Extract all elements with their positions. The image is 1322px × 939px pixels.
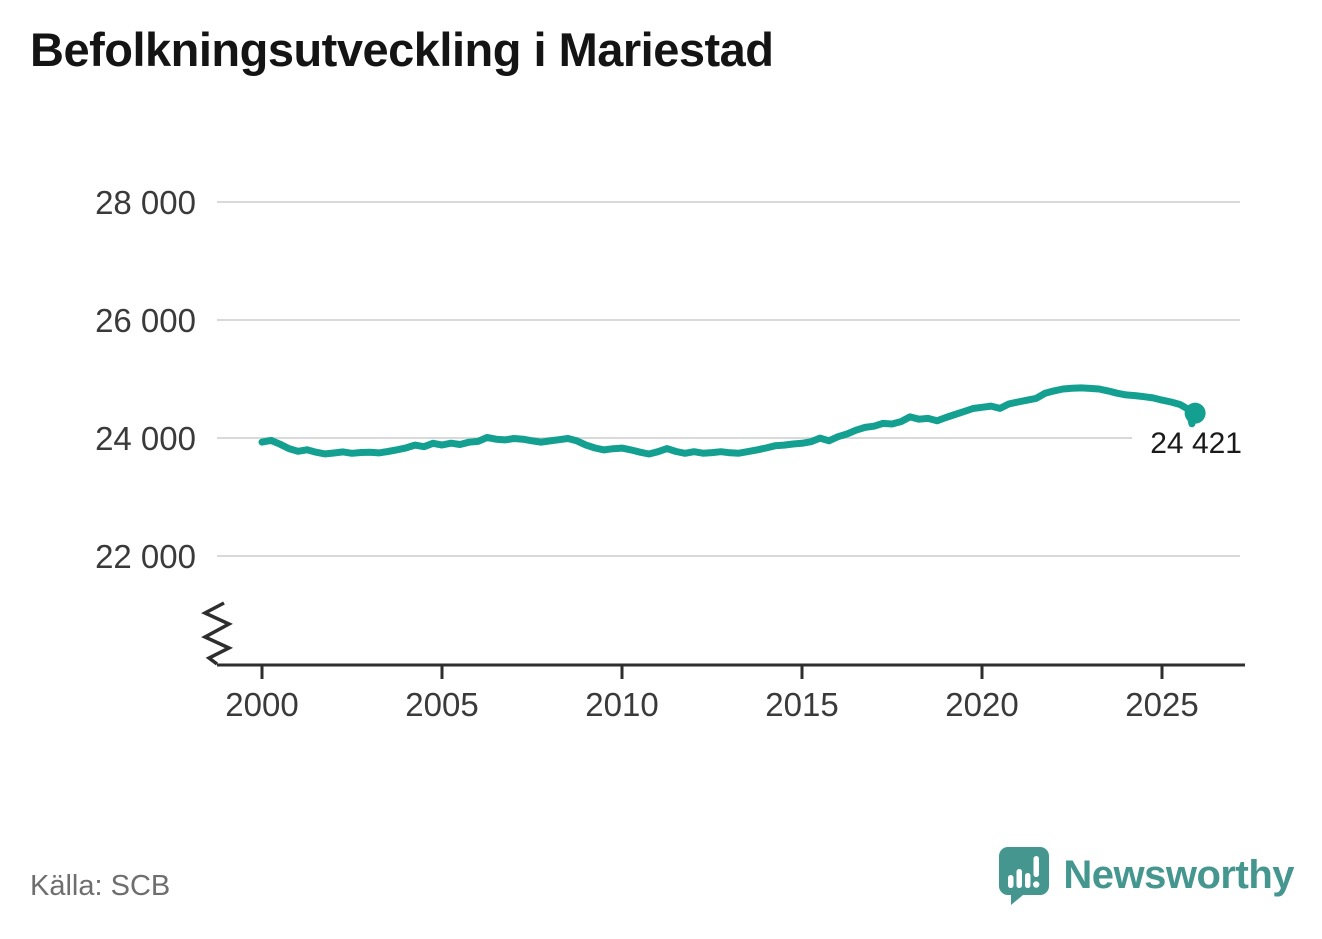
x-tick-label: 2000 — [225, 686, 298, 723]
x-tick-label: 2005 — [405, 686, 478, 723]
end-value-label: 24 421 — [1150, 427, 1242, 460]
x-tick-label: 2010 — [585, 686, 658, 723]
y-tick-label: 28 000 — [95, 184, 196, 221]
y-tick-label: 24 000 — [95, 420, 196, 457]
x-tick-label: 2025 — [1125, 686, 1198, 723]
label-backdrop — [1132, 426, 1246, 464]
x-tick-label: 2015 — [765, 686, 838, 723]
source-label: Källa: SCB — [30, 870, 171, 902]
newsworthy-logo: Newsworthy — [998, 846, 1294, 905]
x-tick-label: 2020 — [945, 686, 1018, 723]
page-title: Befolkningsutveckling i Mariestad — [30, 23, 774, 76]
y-axis-break-icon — [201, 601, 234, 666]
newsworthy-wordmark: Newsworthy — [1063, 853, 1294, 897]
population-line — [258, 384, 1199, 458]
end-point-marker — [1184, 402, 1206, 424]
newsworthy-bubble-icon — [999, 847, 1050, 905]
y-tick-label: 26 000 — [95, 302, 196, 339]
y-tick-label: 22 000 — [95, 538, 196, 575]
